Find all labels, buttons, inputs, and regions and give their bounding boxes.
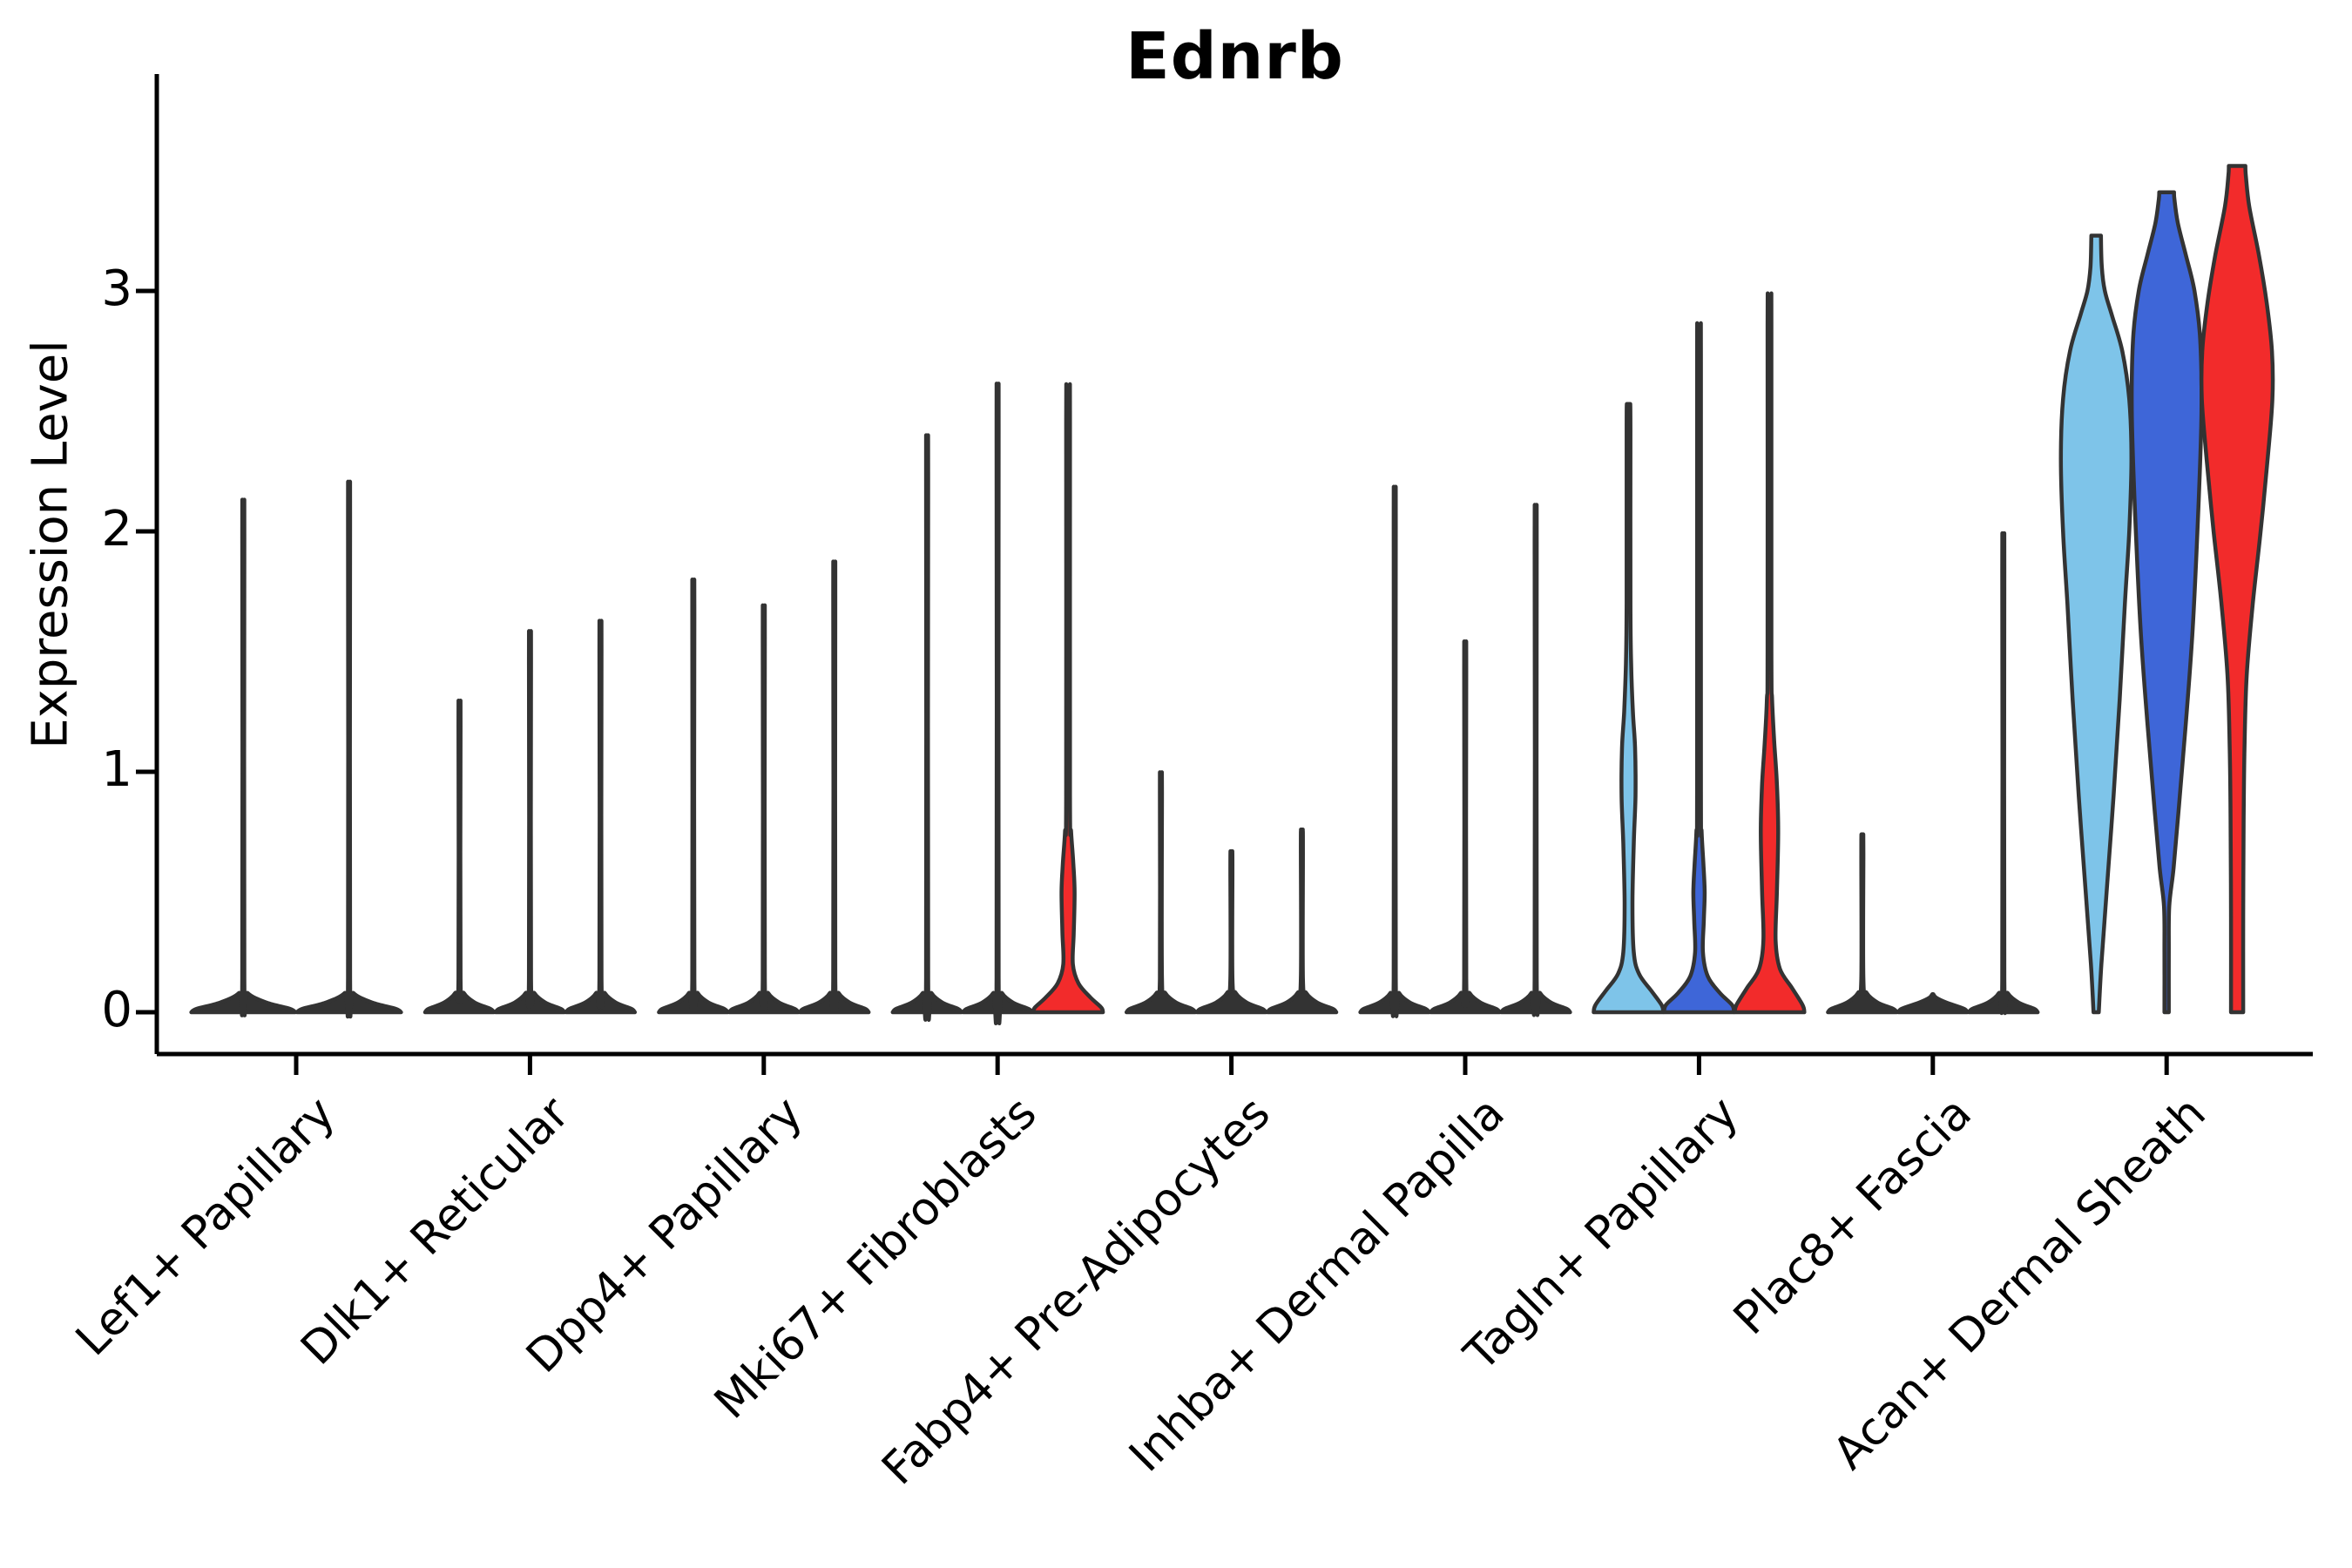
violin-9-3 bbox=[2199, 164, 2275, 1015]
violin-6-1 bbox=[1358, 484, 1431, 1018]
violin-9-1 bbox=[2058, 233, 2134, 1015]
violin-2-1 bbox=[422, 699, 497, 1015]
violin-8-3 bbox=[1967, 531, 2040, 1016]
violin-9-2 bbox=[2129, 190, 2204, 1015]
violin-4-3 bbox=[1031, 382, 1105, 1015]
violin-3-3 bbox=[798, 559, 871, 1015]
plot-title: Ednrb bbox=[1125, 19, 1344, 94]
violin-3-1 bbox=[657, 578, 730, 1015]
violin-7-1 bbox=[1592, 402, 1666, 1015]
violin-1-1 bbox=[189, 497, 298, 1017]
violin-6-3 bbox=[1499, 503, 1572, 1017]
y-tick-label: 1 bbox=[101, 741, 132, 798]
violin-4-2 bbox=[961, 382, 1034, 1025]
violin-6-2 bbox=[1429, 639, 1502, 1015]
violin-8-1 bbox=[1826, 832, 1899, 1015]
violin-3-2 bbox=[727, 603, 801, 1015]
violin-7-3 bbox=[1733, 291, 1807, 1015]
y-tick-label: 0 bbox=[101, 982, 132, 1038]
violin-5-1 bbox=[1124, 770, 1198, 1015]
violin-5-2 bbox=[1194, 848, 1268, 1015]
violin-2-3 bbox=[564, 618, 638, 1015]
y-tick-label: 2 bbox=[101, 501, 132, 558]
violin-7-2 bbox=[1662, 321, 1736, 1015]
violin-5-3 bbox=[1265, 827, 1339, 1015]
violin-4-1 bbox=[890, 433, 963, 1022]
y-tick-label: 3 bbox=[101, 260, 132, 317]
violin-1-2 bbox=[294, 479, 403, 1019]
violin-8-2 bbox=[1896, 992, 1970, 1015]
violin-2-2 bbox=[493, 629, 567, 1015]
